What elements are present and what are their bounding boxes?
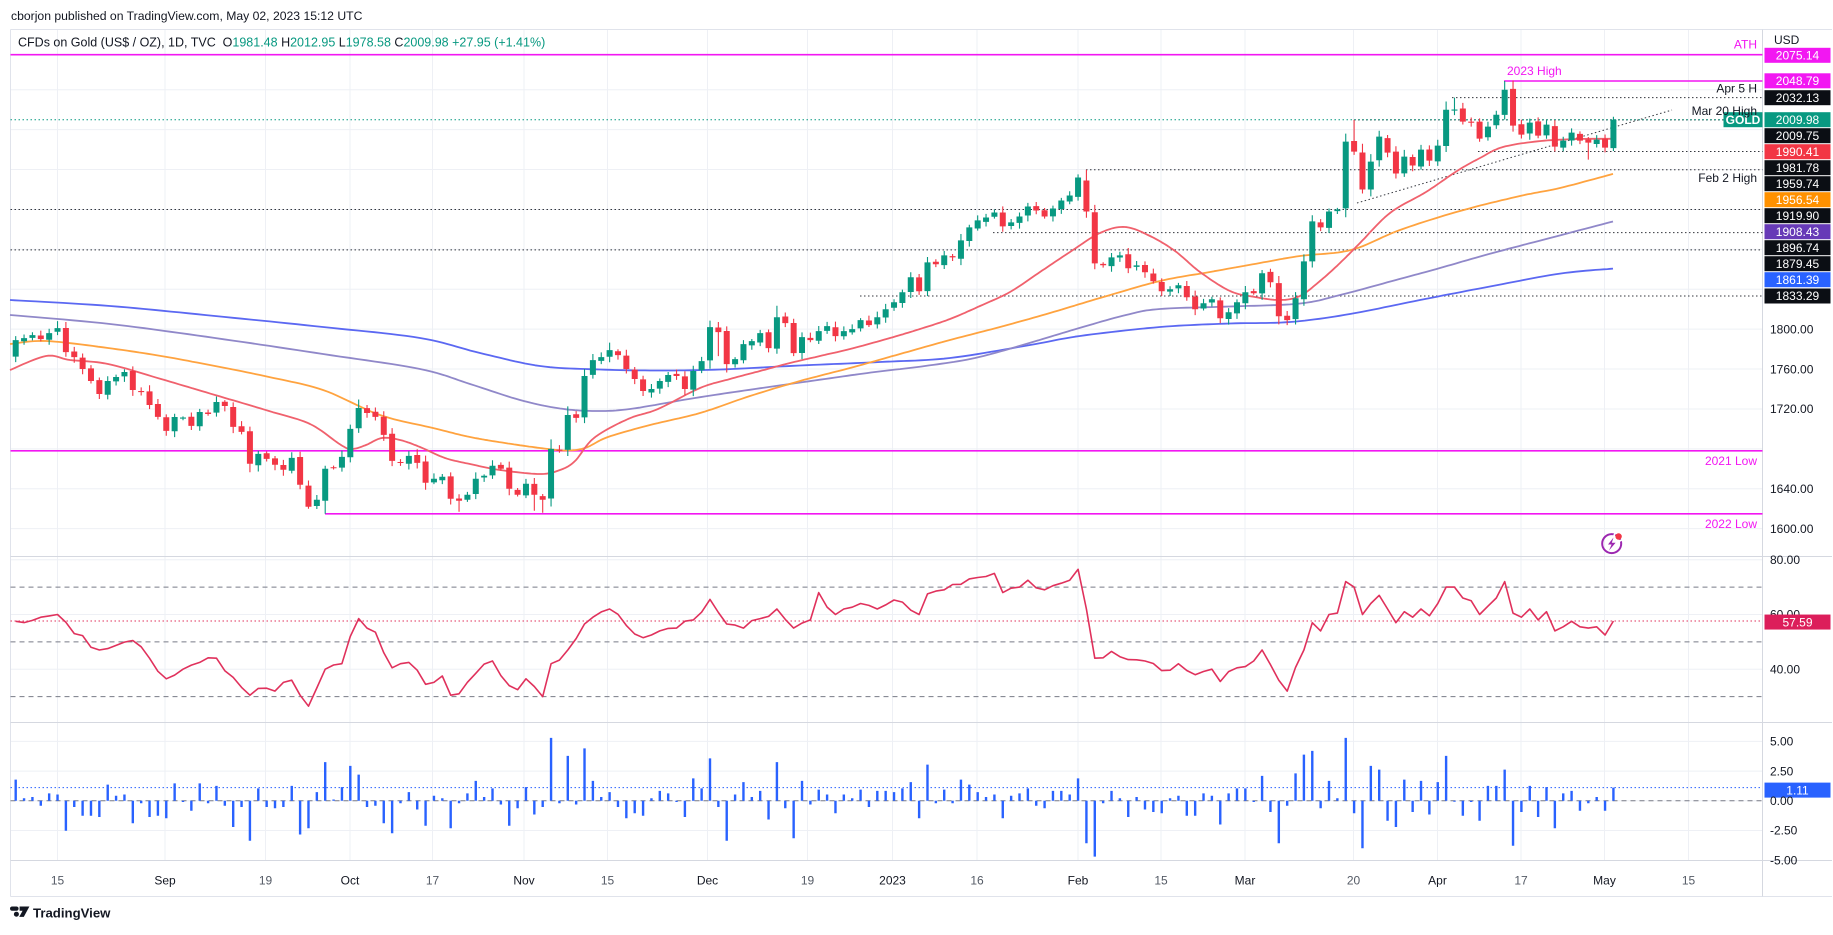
svg-text:57.59: 57.59 [1782, 615, 1812, 629]
svg-text:2022 Low: 2022 Low [1705, 517, 1757, 531]
svg-text:16: 16 [970, 874, 984, 888]
svg-text:2048.79: 2048.79 [1776, 74, 1820, 88]
svg-text:17: 17 [1514, 874, 1528, 888]
svg-text:May: May [1593, 874, 1616, 888]
svg-text:2.50: 2.50 [1770, 764, 1794, 778]
svg-text:20: 20 [1347, 874, 1361, 888]
svg-text:15: 15 [1154, 874, 1168, 888]
svg-text:1760.00: 1760.00 [1770, 362, 1814, 376]
svg-text:5.00: 5.00 [1770, 735, 1794, 749]
svg-text:1833.29: 1833.29 [1776, 289, 1820, 303]
svg-text:1.11: 1.11 [1786, 783, 1809, 797]
svg-text:Apr: Apr [1428, 874, 1447, 888]
svg-text:15: 15 [51, 874, 65, 888]
svg-text:TradingView: TradingView [33, 906, 111, 921]
svg-text:1861.39: 1861.39 [1776, 273, 1820, 287]
svg-text:USD: USD [1774, 33, 1800, 47]
svg-text:Mar: Mar [1235, 874, 1256, 888]
svg-text:Oct: Oct [341, 874, 360, 888]
svg-text:CFDs on Gold (US$ / OZ), 1D, T: CFDs on Gold (US$ / OZ), 1D, TVC O1981.4… [18, 36, 545, 50]
svg-text:1640.00: 1640.00 [1770, 482, 1814, 496]
svg-text:2009.98: 2009.98 [1776, 113, 1820, 127]
svg-text:19: 19 [259, 874, 273, 888]
svg-text:Dec: Dec [697, 874, 718, 888]
svg-text:17: 17 [426, 874, 440, 888]
svg-text:1600.00: 1600.00 [1770, 522, 1814, 536]
svg-text:1908.43: 1908.43 [1776, 225, 1820, 239]
svg-text:1959.74: 1959.74 [1776, 177, 1820, 191]
svg-text:1990.41: 1990.41 [1776, 145, 1820, 159]
svg-text:Nov: Nov [513, 874, 534, 888]
svg-text:2023: 2023 [879, 874, 906, 888]
svg-text:Mar 20 High: Mar 20 High [1692, 104, 1757, 118]
svg-text:15: 15 [1682, 874, 1696, 888]
svg-text:Sep: Sep [154, 874, 176, 888]
svg-text:1956.54: 1956.54 [1776, 193, 1820, 207]
svg-text:-2.50: -2.50 [1770, 824, 1798, 838]
svg-text:Apr 5 H: Apr 5 H [1716, 81, 1757, 95]
svg-text:0.00: 0.00 [1770, 794, 1794, 808]
svg-text:2009.75: 2009.75 [1776, 129, 1820, 143]
svg-text:cborjon published on TradingVi: cborjon published on TradingView.com, Ma… [11, 9, 363, 23]
svg-text:19: 19 [801, 874, 815, 888]
svg-text:2032.13: 2032.13 [1776, 91, 1820, 105]
svg-text:80.00: 80.00 [1770, 553, 1800, 567]
svg-text:2021 Low: 2021 Low [1705, 454, 1757, 468]
svg-text:ATH: ATH [1734, 38, 1757, 52]
svg-text:-5.00: -5.00 [1770, 853, 1798, 867]
svg-text:Feb 2 High: Feb 2 High [1698, 171, 1757, 185]
svg-text:GOLD: GOLD [1726, 113, 1761, 127]
svg-text:2023 High: 2023 High [1507, 64, 1562, 78]
svg-text:1981.78: 1981.78 [1776, 161, 1820, 175]
svg-text:Feb: Feb [1068, 874, 1089, 888]
svg-text:1720.00: 1720.00 [1770, 402, 1814, 416]
svg-text:1896.74: 1896.74 [1776, 241, 1820, 255]
svg-text:1800.00: 1800.00 [1770, 322, 1814, 336]
svg-text:1879.45: 1879.45 [1776, 257, 1820, 271]
svg-text:2075.14: 2075.14 [1776, 49, 1820, 63]
svg-text:40.00: 40.00 [1770, 662, 1800, 676]
svg-text:15: 15 [601, 874, 615, 888]
svg-text:1919.90: 1919.90 [1776, 209, 1820, 223]
